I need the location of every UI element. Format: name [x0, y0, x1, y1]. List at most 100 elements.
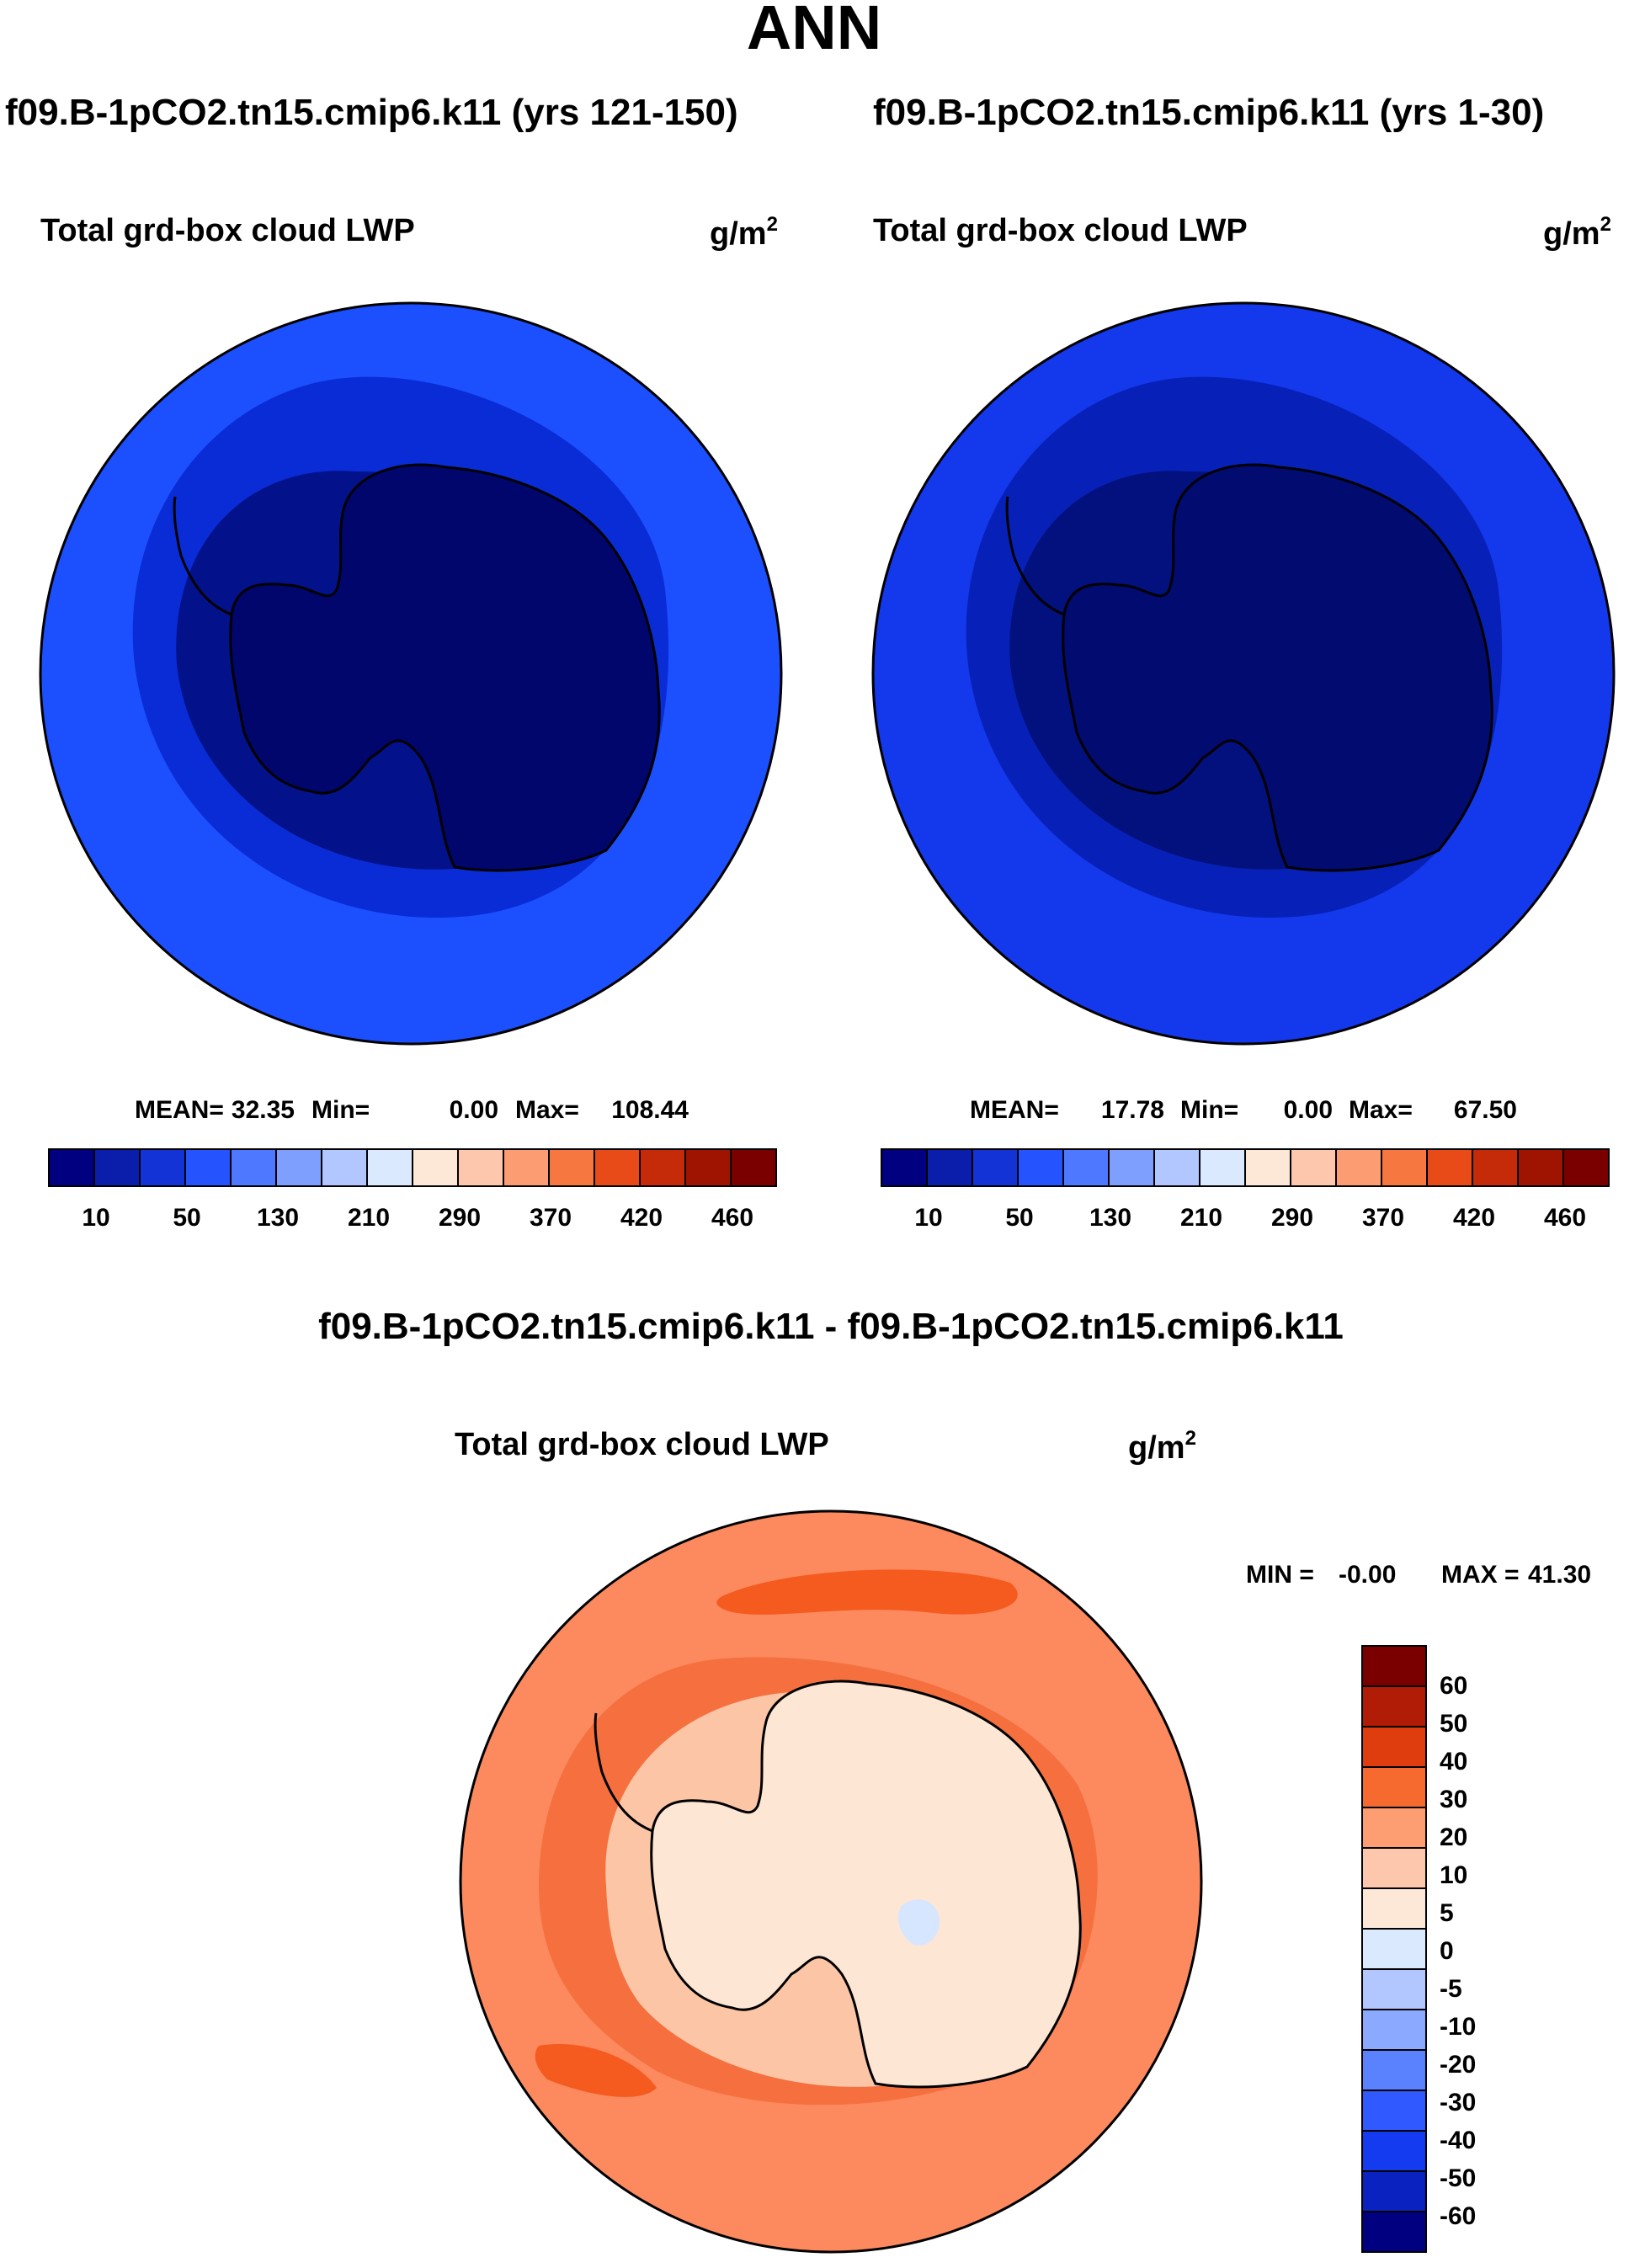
- panel-1: f09.B-1pCO2.tn15.cmip6.k11 (yrs 121-150)…: [5, 92, 783, 1232]
- panel-3-units: g/m2: [1128, 1427, 1196, 1466]
- panel-1-max-value: 108.44: [611, 1096, 689, 1124]
- panel-3-min-value: -0.00: [1339, 1561, 1396, 1589]
- colorbar-swatch: [1361, 1807, 1427, 1849]
- panel-1-variable-label: Total grd-box cloud LWP: [40, 213, 415, 248]
- colorbar-tick: 30: [1440, 1786, 1467, 1813]
- colorbar-swatch: [972, 1148, 1019, 1187]
- colorbar-swatch: [93, 1148, 141, 1187]
- panel-2-colorbar: [881, 1148, 1610, 1187]
- colorbar-swatch: [139, 1148, 186, 1187]
- colorbar-tick: 20: [1440, 1823, 1467, 1851]
- panel-3-colorbar: [1361, 1645, 1427, 2253]
- colorbar-swatch: [1361, 1928, 1427, 1970]
- panel-3-colorbar-ticks: 60 50 40 30 20 10 5 0 -5 -10 -20 -30 -40…: [1440, 1672, 1476, 2230]
- colorbar-tick: 460: [711, 1204, 753, 1232]
- panel-2-stats: MEAN= 17.78 Min= 0.00 Max= 67.50: [970, 1096, 1517, 1124]
- panel-1-case-title: f09.B-1pCO2.tn15.cmip6.k11 (yrs 121-150): [5, 92, 738, 133]
- colorbar-swatch: [1426, 1148, 1473, 1187]
- colorbar-tick: 290: [1271, 1204, 1313, 1232]
- panel-2-map-border: [871, 301, 1616, 1046]
- colorbar-swatch: [1517, 1148, 1564, 1187]
- colorbar-swatch: [184, 1148, 232, 1187]
- colorbar-tick: 290: [439, 1204, 481, 1232]
- colorbar-swatch: [503, 1148, 550, 1187]
- colorbar-swatch: [1361, 2130, 1427, 2172]
- panel-3-case-title: f09.B-1pCO2.tn15.cmip6.k11 - f09.B-1pCO2…: [318, 1306, 1344, 1347]
- colorbar-swatch: [1361, 1645, 1427, 1687]
- colorbar-tick: 370: [1362, 1204, 1404, 1232]
- panel-1-stats: MEAN= 32.35 Min= 0.00 Max= 108.44: [135, 1096, 689, 1124]
- colorbar-tick: 0: [1440, 1937, 1454, 1965]
- antarctica-coastline-3: [650, 1680, 1082, 2089]
- colorbar-swatch: [1017, 1148, 1064, 1187]
- colorbar-swatch: [548, 1148, 595, 1187]
- panel-3-variable-label: Total grd-box cloud LWP: [455, 1427, 829, 1462]
- colorbar-tick: 10: [914, 1204, 942, 1232]
- colorbar-swatch: [1244, 1148, 1291, 1187]
- colorbar-swatch: [1361, 2170, 1427, 2212]
- panel-1-colorbar: [48, 1148, 777, 1187]
- colorbar-tick: 420: [620, 1204, 663, 1232]
- panel-2-variable-label: Total grd-box cloud LWP: [873, 213, 1248, 248]
- colorbar-swatch: [1361, 2090, 1427, 2132]
- panel-3-max-value: 41.30: [1528, 1561, 1591, 1589]
- colorbar-swatch: [594, 1148, 641, 1187]
- colorbar-tick: -10: [1440, 2013, 1476, 2041]
- colorbar-swatch: [275, 1148, 322, 1187]
- panel-2-mean-value: 17.78: [1101, 1096, 1164, 1124]
- colorbar-swatch: [1381, 1148, 1428, 1187]
- colorbar-tick: -40: [1440, 2127, 1476, 2154]
- antarctica-coastline-1: [229, 463, 661, 872]
- colorbar-swatch: [1361, 2009, 1427, 2051]
- panel-3-max-label: MAX =: [1441, 1561, 1520, 1589]
- colorbar-swatch: [1562, 1148, 1610, 1187]
- panel-1-min-value: 0.00: [450, 1096, 498, 1124]
- panel-3: f09.B-1pCO2.tn15.cmip6.k11 - f09.B-1pCO2…: [318, 1306, 1591, 2254]
- colorbar-swatch: [881, 1148, 928, 1187]
- colorbar-swatch: [1108, 1148, 1155, 1187]
- colorbar-tick: -30: [1440, 2089, 1476, 2116]
- panel-1-map-border: [39, 301, 783, 1046]
- colorbar-swatch: [48, 1148, 95, 1187]
- panel-3-min-label: MIN =: [1246, 1561, 1314, 1589]
- panel-1-mean-label: MEAN=: [135, 1096, 224, 1124]
- panel-2-min-label: Min=: [1180, 1096, 1238, 1124]
- panel-1-polar-map: [40, 303, 781, 1044]
- colorbar-tick: 210: [348, 1204, 390, 1232]
- colorbar-swatch: [412, 1148, 459, 1187]
- colorbar-tick: -20: [1440, 2051, 1476, 2079]
- panel-1-colorbar-ticks: 10 50 130 210 290 370 420 460: [82, 1204, 753, 1232]
- panel-1-units: g/m2: [710, 213, 778, 252]
- colorbar-swatch: [926, 1148, 973, 1187]
- colorbar-tick: 130: [1089, 1204, 1131, 1232]
- peninsula-coastline-2: [1005, 496, 1065, 616]
- panel-3-band-top: [716, 1569, 1018, 1615]
- colorbar-swatch: [1361, 2211, 1427, 2253]
- panel-3-negative-patch: [897, 1899, 940, 1946]
- colorbar-swatch: [639, 1148, 686, 1187]
- colorbar-swatch: [366, 1148, 413, 1187]
- panel-3-band-lower: [535, 2044, 657, 2097]
- colorbar-swatch: [1361, 1766, 1427, 1808]
- panel-3-polar-map: [460, 1511, 1201, 2252]
- panel-2: f09.B-1pCO2.tn15.cmip6.k11 (yrs 1-30) To…: [871, 92, 1616, 1232]
- colorbar-tick: 210: [1180, 1204, 1222, 1232]
- page-title: ANN: [747, 0, 881, 62]
- colorbar-swatch: [1361, 2049, 1427, 2091]
- panel-2-mean-label: MEAN=: [970, 1096, 1059, 1124]
- colorbar-swatch: [1361, 1887, 1427, 1930]
- colorbar-swatch: [1361, 1726, 1427, 1768]
- colorbar-tick: 60: [1440, 1672, 1467, 1700]
- colorbar-tick: 40: [1440, 1748, 1467, 1776]
- panel-1-min-label: Min=: [311, 1096, 370, 1124]
- colorbar-tick: 50: [1005, 1204, 1033, 1232]
- panel-2-units: g/m2: [1543, 213, 1611, 252]
- colorbar-swatch: [1361, 1847, 1427, 1889]
- panel-2-max-label: Max=: [1349, 1096, 1413, 1124]
- colorbar-swatch: [1153, 1148, 1200, 1187]
- panel-2-colorbar-ticks: 10 50 130 210 290 370 420 460: [914, 1204, 1586, 1232]
- panel-2-polar-map: [873, 303, 1614, 1044]
- colorbar-tick: 50: [1440, 1710, 1467, 1738]
- colorbar-swatch: [230, 1148, 277, 1187]
- peninsula-coastline-1: [173, 496, 232, 616]
